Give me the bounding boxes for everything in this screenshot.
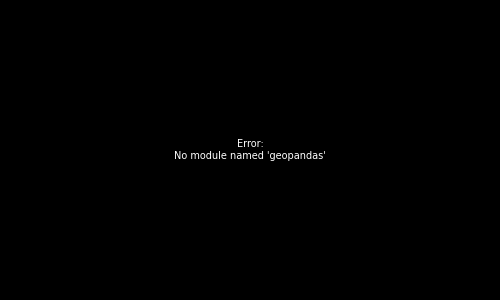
Text: Error:
No module named 'geopandas': Error: No module named 'geopandas' xyxy=(174,139,326,161)
